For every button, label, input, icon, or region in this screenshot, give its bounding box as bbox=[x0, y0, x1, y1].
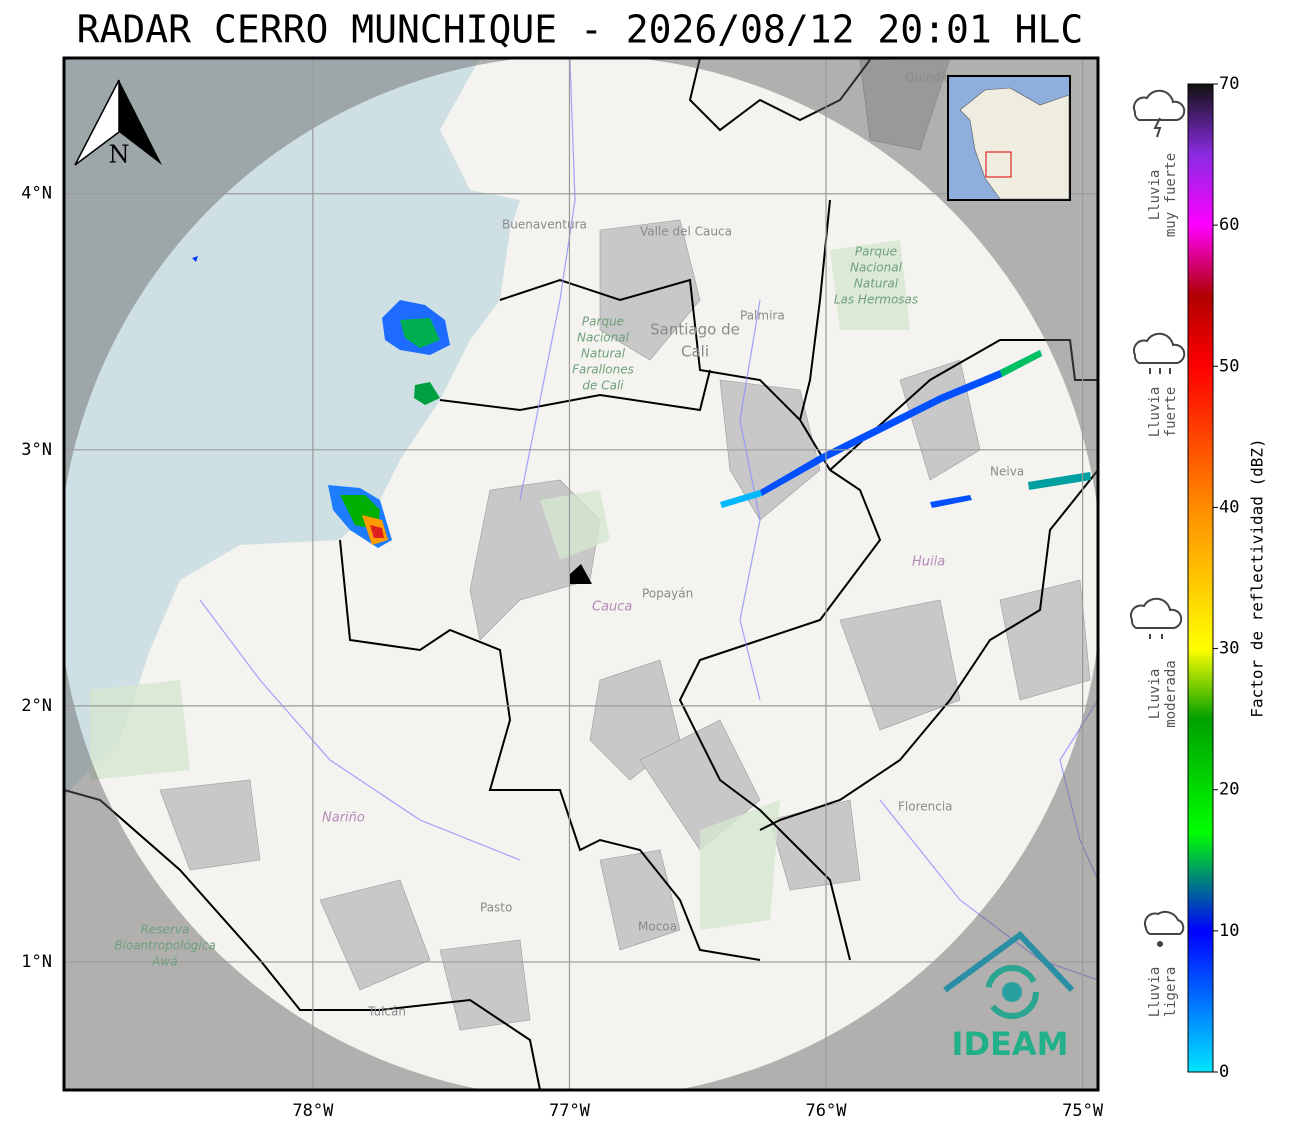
north-label: N bbox=[109, 141, 130, 169]
park-label: Natural bbox=[581, 347, 626, 361]
north-arrow: N bbox=[74, 79, 162, 169]
colorbar-tick-label: 40 bbox=[1219, 497, 1239, 517]
legend-label: muy fuerte bbox=[1163, 153, 1179, 237]
y-tick-label: 1°N bbox=[21, 952, 52, 972]
place-labels: Quindío Buenaventura Valle del Cauca San… bbox=[322, 71, 1024, 1019]
legend-label: fuerte bbox=[1163, 387, 1179, 438]
map-frame bbox=[62, 56, 1100, 1092]
legend-label: Lluvia bbox=[1147, 170, 1163, 221]
colorbar-tick-label: 70 bbox=[1219, 74, 1239, 94]
radar-echoes bbox=[192, 256, 1091, 548]
place-label: Palmira bbox=[740, 309, 785, 323]
logo: IDEAM bbox=[943, 931, 1075, 1063]
colorbar-tick-label: 20 bbox=[1219, 780, 1239, 800]
colorbar-tick-label: 50 bbox=[1219, 356, 1239, 376]
park-label: Las Hermosas bbox=[834, 293, 918, 307]
park-label: Parque bbox=[855, 245, 897, 259]
inset-map bbox=[947, 75, 1071, 201]
dept-label: Huila bbox=[912, 555, 945, 570]
park-label: Reserva bbox=[141, 923, 190, 937]
park-label: Awá bbox=[151, 955, 177, 969]
y-tick-label: 2°N bbox=[21, 696, 52, 716]
place-label: Florencia bbox=[898, 800, 953, 814]
ocean bbox=[64, 58, 520, 800]
place-label: Santiago de bbox=[650, 321, 740, 339]
park-label: Bioantropológica bbox=[114, 939, 215, 953]
legend-label: moderada bbox=[1163, 660, 1179, 727]
place-label: Mocoa bbox=[638, 920, 677, 934]
place-label: Popayán bbox=[642, 587, 693, 601]
place-label: Tulcán bbox=[367, 1005, 406, 1019]
colorbar-tick-label: 60 bbox=[1219, 215, 1239, 235]
x-tick-label: 76°W bbox=[806, 1101, 848, 1121]
place-label: Neiva bbox=[990, 465, 1024, 479]
park-label: Parque bbox=[582, 315, 624, 329]
park-label: Farallones bbox=[572, 363, 634, 377]
place-label: Buenaventura bbox=[502, 218, 587, 232]
legend-icons bbox=[1129, 89, 1186, 947]
map: Quindío Buenaventura Valle del Cauca San… bbox=[64, 58, 1098, 1090]
logo-text: IDEAM bbox=[952, 1025, 1069, 1063]
park-label: Nacional bbox=[577, 331, 630, 345]
place-label: Quindío bbox=[905, 71, 951, 85]
colorbar-tick-label: 30 bbox=[1219, 639, 1239, 659]
place-label: Pasto bbox=[480, 901, 512, 915]
x-tick-label: 77°W bbox=[549, 1101, 591, 1121]
park-label: de Cali bbox=[582, 379, 624, 393]
dept-label: Cauca bbox=[592, 600, 632, 615]
rivers bbox=[199, 59, 1098, 981]
borders bbox=[64, 58, 1098, 1090]
legend-label: Lluvia bbox=[1147, 967, 1163, 1018]
y-tick-label: 3°N bbox=[21, 440, 52, 460]
colorbar-tick-label: 0 bbox=[1219, 1062, 1229, 1082]
x-tick-label: 78°W bbox=[292, 1101, 334, 1121]
x-tick-label: 75°W bbox=[1062, 1101, 1104, 1121]
parks-areas bbox=[90, 240, 910, 930]
y-tick-label: 4°N bbox=[21, 184, 52, 204]
colorbar-label: Factor de reflectividad (dBZ) bbox=[1248, 438, 1267, 717]
park-label: Natural bbox=[854, 277, 899, 291]
place-label: Valle del Cauca bbox=[640, 225, 732, 239]
colorbar-tick-label: 10 bbox=[1219, 921, 1239, 941]
title: RADAR CERRO MUNCHIQUE - 2026/08/12 20:01… bbox=[77, 8, 1084, 52]
park-label: Nacional bbox=[850, 261, 903, 275]
legend-label: ligera bbox=[1163, 967, 1179, 1018]
park-labels: Parque Nacional Natural Farallones de Cali Pa… bbox=[114, 245, 918, 969]
place-label: Cali bbox=[681, 343, 709, 361]
radar-site bbox=[570, 564, 592, 584]
dept-label: Nariño bbox=[322, 811, 365, 826]
legend-label: Lluvia bbox=[1147, 669, 1163, 720]
colorbar bbox=[1187, 83, 1214, 1073]
legend-label: Lluvia bbox=[1147, 387, 1163, 438]
